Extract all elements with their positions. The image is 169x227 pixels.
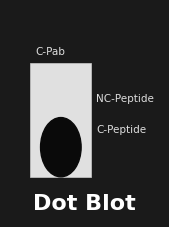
Text: NC-Peptide: NC-Peptide bbox=[96, 94, 154, 104]
FancyBboxPatch shape bbox=[30, 64, 91, 177]
Ellipse shape bbox=[41, 118, 81, 177]
Text: Dot Blot: Dot Blot bbox=[33, 193, 136, 213]
Text: C-Pab: C-Pab bbox=[36, 47, 66, 57]
Text: C-Peptide: C-Peptide bbox=[96, 124, 147, 134]
